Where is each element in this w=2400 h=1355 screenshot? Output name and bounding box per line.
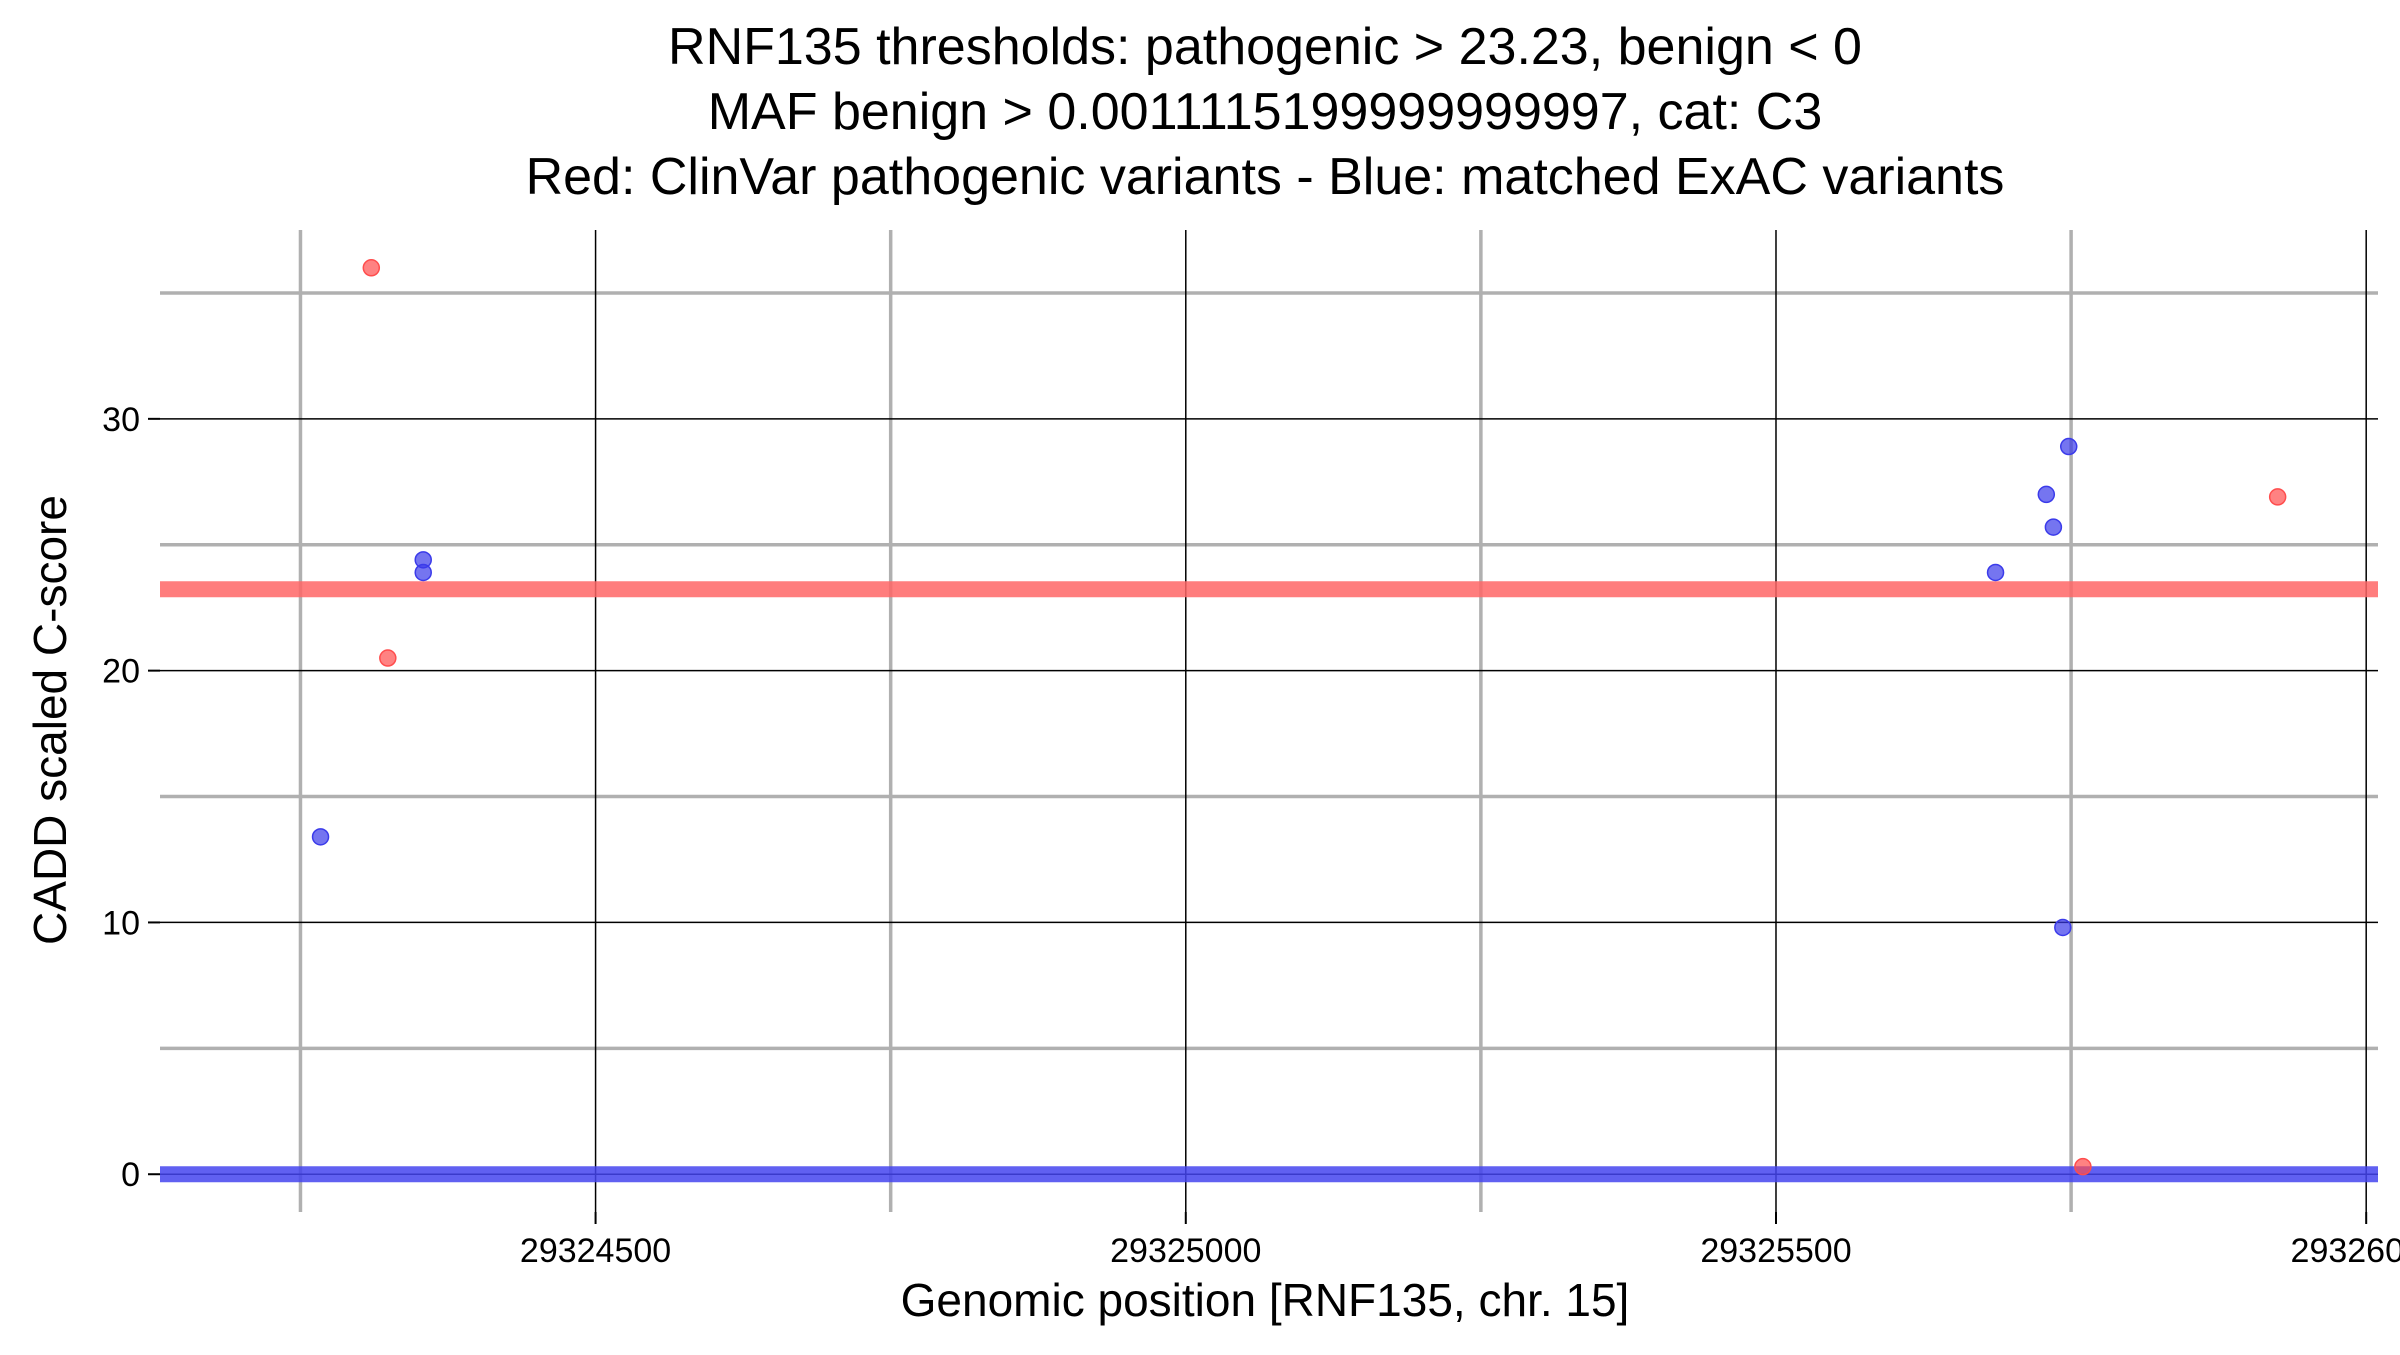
chart-title-line-3: Red: ClinVar pathogenic variants - Blue:…: [526, 148, 2005, 206]
clinvar-pathogenic-point: [362, 259, 381, 277]
y-tick-label: 30: [102, 401, 140, 439]
chart-title-line-1: RNF135 thresholds: pathogenic > 23.23, b…: [668, 18, 1862, 76]
threshold-lines: [160, 581, 2378, 1183]
data-points: [311, 259, 2287, 1176]
x-tick-label: 29325500: [1700, 1232, 1851, 1270]
exac-variant-point: [414, 563, 432, 582]
y-tick-label: 10: [102, 904, 140, 942]
chart-title-line-2: MAF benign > 0.0011115199999999997, cat:…: [708, 83, 1823, 141]
y-axis-label: CADD scaled C-score: [24, 495, 76, 945]
exac-variant-point: [2044, 518, 2063, 536]
x-tick-label: 29325000: [1110, 1232, 1261, 1270]
exac-variant-point: [2059, 437, 2078, 456]
x-tick-label: 29324500: [520, 1232, 671, 1270]
y-tick-label: 20: [102, 653, 140, 691]
clinvar-pathogenic-point: [379, 649, 397, 667]
exac-variant-point: [2037, 485, 2056, 504]
axis-labels: RNF135 thresholds: pathogenic > 23.23, b…: [24, 18, 2004, 1326]
x-axis-label: Genomic position [RNF135, chr. 15]: [901, 1274, 1630, 1326]
grid-lines: [160, 230, 2378, 1212]
exac-variant-point: [2054, 918, 2072, 937]
clinvar-pathogenic-point: [2268, 488, 2287, 506]
x-tick-label: 29326000: [2291, 1232, 2400, 1270]
y-tick-label: 0: [121, 1156, 140, 1194]
clinvar-pathogenic-point: [2074, 1157, 2092, 1176]
exac-variant-point: [311, 828, 330, 846]
exac-variant-point: [1986, 563, 2005, 582]
axes: 0 10 20 30 29324500 29325000 29325500 29326000: [102, 401, 2400, 1270]
